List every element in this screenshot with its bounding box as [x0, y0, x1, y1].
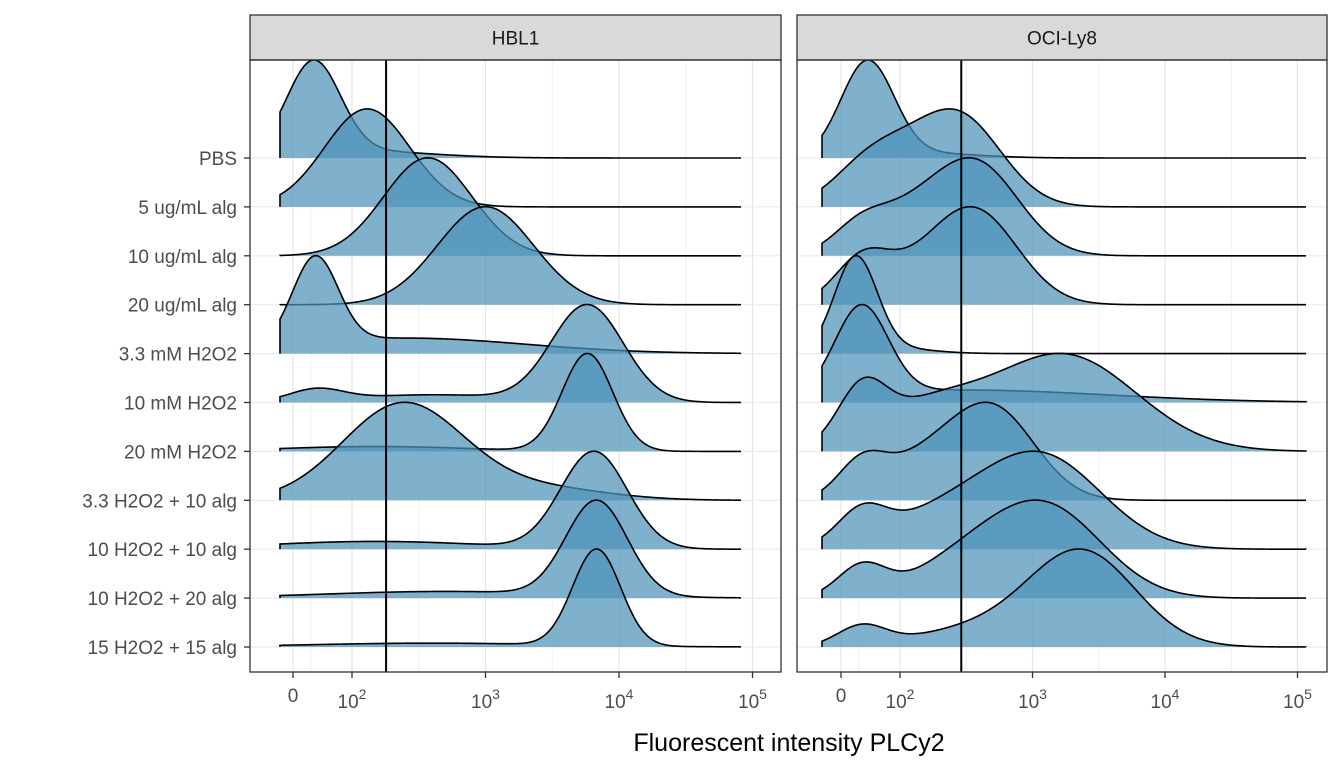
ridge-fill-3-3-h2o2-10-alg — [280, 402, 741, 501]
ridge-outline — [821, 156, 1306, 257]
ridge-fill-20-ug-ml-alg — [280, 206, 741, 305]
ridge-outline — [821, 450, 1307, 550]
ridge-fill-3-3-h2o2-10-alg — [822, 402, 1306, 501]
y-category-label: 20 ug/mL alg — [128, 296, 237, 317]
ridge-outline — [821, 59, 1306, 159]
x-tick-label: 104 — [605, 686, 634, 713]
panels: HBL1 0 102 103 104 105 OCI-Ly8 0 102 103 104 105 — [249, 14, 1328, 713]
x-tick-label: 103 — [1018, 686, 1047, 713]
ridges — [821, 59, 1307, 648]
y-category-label: 10 mM H2O2 — [124, 394, 237, 415]
ridge-outline — [279, 205, 741, 306]
x-tick-label: 105 — [738, 686, 767, 713]
x-tick-label: 103 — [471, 686, 500, 713]
y-axis-category-labels: PBS 5 ug/mL alg 10 ug/mL alg 20 ug/mL alg 3.… — [82, 149, 250, 659]
y-category-label: 15 H2O2 + 15 alg — [88, 638, 237, 659]
ridge-outline — [279, 548, 742, 648]
ridge-outline — [279, 303, 742, 404]
ridge-fill-10-h2o2-20-alg — [822, 500, 1306, 599]
ridge-fill-15-h2o2-15-alg — [822, 549, 1306, 647]
y-category-label: PBS — [199, 149, 237, 170]
panel-oci-ly8: OCI-Ly8 0 102 103 104 105 — [796, 14, 1328, 713]
x-axis-title: Fluorescent intensity PLCy2 — [633, 729, 944, 757]
y-category-label: 10 H2O2 + 20 alg — [88, 589, 237, 610]
panel-hbl1: HBL1 0 102 103 104 105 — [249, 14, 782, 713]
ridge-outline — [279, 499, 742, 599]
ridge-outline — [821, 205, 1306, 306]
ridge-fill-10-h2o2-10-alg — [280, 451, 741, 550]
x-tick-label: 105 — [1283, 686, 1312, 713]
ridge-fill-15-h2o2-15-alg — [280, 549, 741, 647]
ridge-outline — [821, 352, 1307, 452]
y-category-label: 3.3 H2O2 + 10 alg — [82, 491, 237, 512]
y-category-label: 3.3 mM H2O2 — [119, 345, 237, 366]
x-tick-label: 104 — [1151, 686, 1180, 713]
strip-header — [796, 14, 1328, 61]
y-category-label: 10 H2O2 + 10 alg — [88, 540, 237, 561]
panel-border — [249, 59, 782, 673]
y-category-label: 10 ug/mL alg — [128, 247, 237, 268]
ridges — [279, 59, 742, 648]
x-tick-label: 0 — [288, 686, 299, 707]
strip-label: OCI-Ly8 — [1027, 29, 1097, 50]
x-tick-label: 0 — [836, 686, 847, 707]
ridge-fill-10-mm-h2o2 — [280, 304, 741, 403]
ridge-outline — [821, 108, 1306, 208]
x-tick-label: 102 — [886, 686, 915, 713]
ridge-outline — [279, 254, 742, 355]
strip-header — [249, 14, 782, 61]
ridge-outline — [279, 401, 742, 502]
ridge-outline — [279, 450, 742, 550]
ridge-fill-20-mm-h2o2 — [280, 353, 741, 452]
ridge-outline — [821, 499, 1306, 599]
ridge-fill-10-h2o2-10-alg — [822, 451, 1306, 550]
panel-border — [796, 59, 1328, 673]
ridge-fill-10-h2o2-20-alg — [280, 500, 741, 599]
ridge-fill-20-ug-ml-alg — [822, 206, 1306, 305]
x-axis: 0 102 103 104 105 — [288, 672, 767, 713]
x-tick-label: 102 — [338, 686, 367, 713]
y-category-label: 5 ug/mL alg — [138, 198, 237, 219]
y-category-label: 20 mM H2O2 — [124, 442, 237, 463]
ridge-outline — [821, 548, 1307, 648]
strip-label: HBL1 — [492, 29, 540, 50]
x-axis: 0 102 103 104 105 — [836, 672, 1312, 713]
ridge-outline — [279, 108, 741, 208]
